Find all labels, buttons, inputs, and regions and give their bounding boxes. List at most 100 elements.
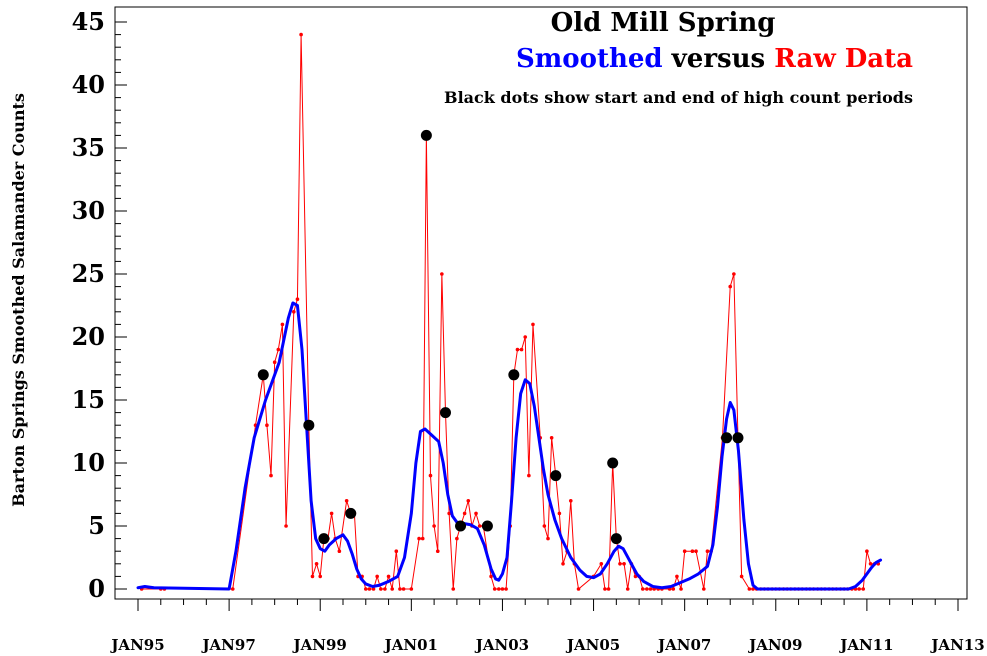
raw-data-point [284, 524, 288, 528]
chart-title: Old Mill Spring [551, 8, 776, 38]
raw-data-point [682, 549, 687, 553]
raw-data-point [337, 549, 342, 553]
y-tick-label: 0 [88, 574, 105, 603]
high-count-marker [455, 520, 467, 532]
raw-data-point [474, 511, 478, 516]
raw-data-point [515, 347, 520, 352]
high-count-marker [440, 407, 451, 419]
y-tick-label: 35 [72, 133, 105, 162]
raw-data-point [269, 473, 273, 478]
raw-data-point [367, 587, 372, 591]
x-tick-label: JAN11 [838, 636, 893, 654]
raw-data-point [310, 574, 315, 579]
legend-raw: Raw Data [774, 44, 913, 74]
raw-data-point [739, 574, 744, 579]
raw-data-point [675, 574, 679, 579]
chart-subtitle: Black dots show start and end of high co… [444, 88, 913, 107]
raw-data-point [557, 511, 562, 516]
legend-line: Smoothed versus Raw Data [516, 44, 913, 74]
high-count-marker [420, 129, 432, 141]
raw-data-point [492, 587, 497, 591]
legend-smoothed: Smoothed [516, 44, 663, 74]
high-count-marker [345, 507, 357, 519]
raw-data-point [747, 587, 752, 591]
raw-data-point [428, 473, 433, 478]
raw-data-point [265, 423, 269, 428]
raw-data-point [618, 562, 622, 566]
raw-data-point [477, 524, 482, 528]
raw-data-point [603, 587, 607, 591]
raw-data-point [542, 524, 547, 528]
raw-data-point [435, 549, 440, 553]
raw-data-point [375, 574, 379, 579]
raw-data-point [230, 587, 235, 591]
raw-data-point [645, 587, 649, 591]
x-tick-label: JAN13 [929, 636, 984, 654]
y-tick-label: 40 [72, 70, 105, 99]
raw-data-point [576, 587, 581, 591]
raw-data-point [732, 272, 736, 276]
raw-data-point [568, 499, 573, 503]
raw-data-point [280, 322, 285, 327]
raw-data-point [386, 574, 391, 579]
high-count-marker [607, 457, 619, 469]
high-count-marker [550, 470, 562, 482]
plot-frame [114, 6, 968, 600]
raw-data-point [409, 587, 414, 591]
raw-data-point [861, 587, 866, 591]
y-tick-label: 25 [72, 259, 105, 288]
high-count-marker [257, 369, 269, 381]
high-count-marker [303, 419, 315, 431]
high-count-marker [610, 533, 622, 545]
raw-data-point [622, 562, 626, 566]
raw-data-point [531, 322, 535, 327]
high-count-marker [721, 432, 733, 444]
raw-data-point [702, 587, 706, 591]
x-tick-label: JAN07 [656, 636, 711, 654]
raw-data-point [671, 587, 676, 591]
high-count-marker [481, 520, 493, 532]
raw-data-point [401, 587, 406, 591]
raw-data-point [466, 499, 471, 503]
y-tick-label: 15 [72, 385, 105, 414]
raw-data-point [344, 499, 349, 503]
raw-data-point [299, 32, 303, 37]
raw-data-point [865, 549, 869, 553]
legend-versus: versus [671, 44, 766, 74]
y-tick-label: 20 [72, 322, 105, 351]
y-tick-label: 5 [88, 511, 105, 540]
raw-data-point [561, 562, 565, 566]
raw-data-point [329, 511, 334, 516]
raw-data-point [527, 473, 531, 478]
raw-data-point [857, 587, 861, 591]
raw-data-point [690, 549, 695, 553]
x-tick-label: JAN99 [292, 636, 347, 654]
y-tick-label: 10 [72, 448, 105, 477]
raw-data-point [489, 574, 493, 579]
raw-data-point [751, 587, 755, 591]
raw-data-point [371, 587, 376, 591]
smoothed-series [136, 301, 883, 591]
raw-data-point [625, 587, 630, 591]
raw-data-point [318, 574, 323, 579]
x-tick-label: JAN01 [383, 636, 438, 654]
raw-data-point [455, 536, 459, 541]
raw-data-point [679, 587, 683, 591]
x-tick-label: JAN03 [474, 636, 529, 654]
raw-data-point [394, 549, 399, 553]
raw-data-point [462, 511, 467, 516]
legend-space [663, 44, 672, 74]
raw-data-point [500, 587, 505, 591]
raw-data-point [314, 562, 319, 566]
raw-data-point [390, 587, 395, 591]
raw-data-point [606, 587, 611, 591]
raw-data-point [440, 272, 444, 276]
raw-data-point [276, 347, 281, 352]
y-tick-label: 30 [72, 196, 105, 225]
raw-data-point [272, 360, 277, 365]
raw-data-point [432, 524, 436, 528]
high-count-marker [318, 533, 330, 545]
raw-data-point [379, 587, 383, 591]
raw-data-point [292, 310, 296, 314]
